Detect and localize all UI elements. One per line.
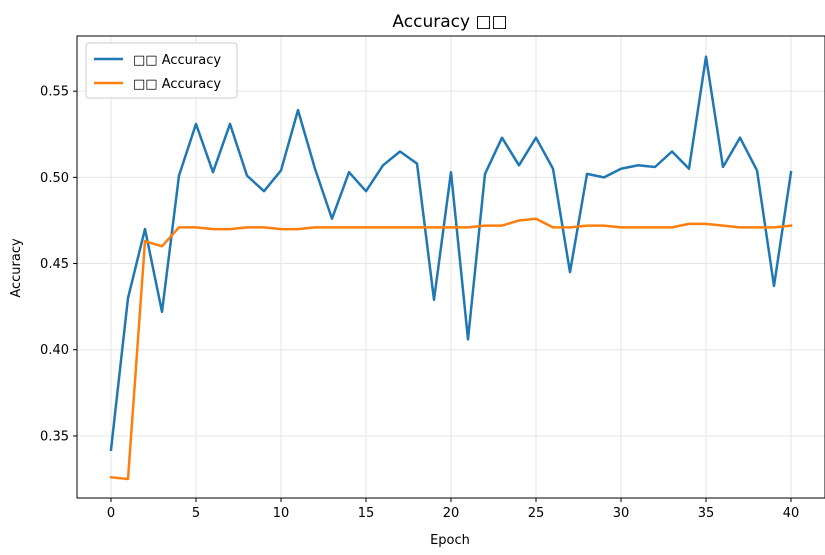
- y-axis-label: Accuracy: [9, 238, 24, 298]
- y-tick-label: 0.35: [40, 429, 69, 444]
- series-line-0: [109, 55, 793, 452]
- legend: □□ Accuracy □□ Accuracy: [85, 42, 238, 99]
- legend-label: □□ Accuracy: [133, 53, 221, 68]
- axis-ticks: 0 5 10 15 20 25 30 35 40 0.35 0.40 0.45 0.50 0.55: [40, 85, 799, 521]
- legend-box: [85, 42, 238, 99]
- legend-label: □□ Accuracy: [133, 77, 221, 92]
- x-tick-label: 30: [613, 506, 630, 521]
- x-tick-label: 15: [358, 506, 375, 521]
- y-tick-label: 0.40: [40, 343, 69, 358]
- x-tick-label: 40: [783, 506, 800, 521]
- y-tick-label: 0.50: [40, 171, 69, 186]
- series-lines: [109, 55, 793, 481]
- x-tick-label: 20: [443, 506, 460, 521]
- chart-title: Accuracy □□: [392, 12, 507, 32]
- x-axis-label: Epoch: [430, 533, 470, 548]
- y-tick-label: 0.45: [40, 257, 69, 272]
- x-tick-label: 25: [528, 506, 545, 521]
- x-tick-label: 0: [107, 506, 115, 521]
- x-tick-label: 10: [273, 506, 290, 521]
- y-tick-label: 0.55: [40, 85, 69, 100]
- x-tick-label: 5: [192, 506, 200, 521]
- x-tick-label: 35: [698, 506, 715, 521]
- series-line-1: [109, 217, 793, 481]
